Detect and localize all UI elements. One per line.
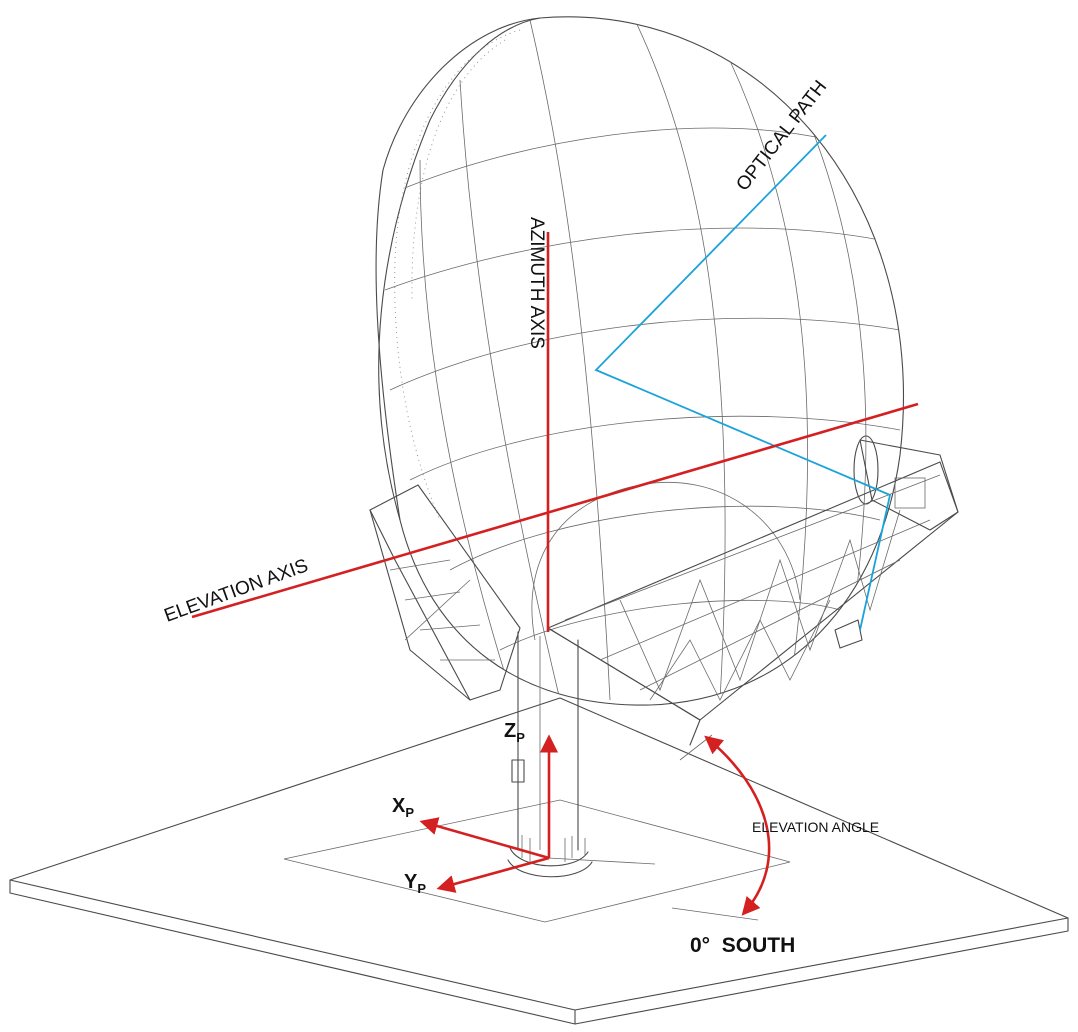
z-axis-label: ZP: [504, 720, 525, 745]
elevation-angle-arc: [704, 735, 771, 916]
optical-path-line: [594, 134, 892, 631]
back-structure: [369, 484, 521, 701]
optical-path-label: OPTICAL PATH: [732, 77, 831, 195]
x-axis-arrow: [419, 817, 550, 860]
feed-truss: [547, 435, 959, 746]
south-label: 0° SOUTH: [690, 934, 795, 957]
dish-reflector: [375, 16, 904, 706]
y-axis-label: YP: [404, 871, 426, 896]
elevation-axis-line: [191, 402, 919, 619]
elevation-angle-label: ELEVATION ANGLE: [752, 819, 879, 835]
azimuth-axis-label: AZIMUTH AXIS: [526, 217, 547, 349]
pedestal-column: [507, 631, 593, 878]
y-axis-arrow: [436, 856, 550, 893]
x-axis-label: XP: [392, 795, 414, 820]
base-platform: [9, 697, 1069, 1025]
elevation-axis-label: ELEVATION AXIS: [162, 555, 311, 627]
